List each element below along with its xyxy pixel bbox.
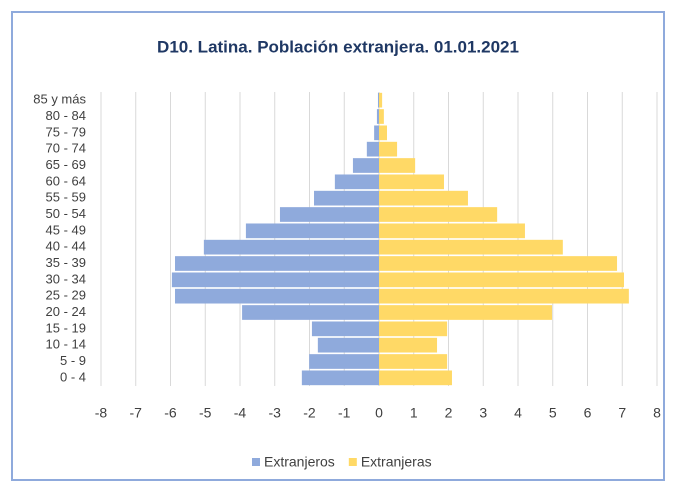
x-tick-label: -1: [338, 405, 351, 421]
y-tick-label: 30 - 34: [46, 271, 86, 286]
bar: [379, 272, 624, 288]
y-tick-label: 75 - 79: [46, 124, 86, 139]
x-tick-label: 8: [653, 405, 661, 421]
bar: [314, 190, 379, 206]
legend-label: Extranjeras: [361, 454, 432, 470]
bar: [175, 256, 379, 271]
y-tick-label: 45 - 49: [46, 222, 86, 237]
bar: [379, 158, 416, 173]
bar: [203, 239, 379, 255]
x-tick-label: 7: [618, 405, 626, 421]
bar: [379, 337, 438, 353]
x-tick-label: -2: [303, 405, 316, 421]
bar: [379, 321, 448, 337]
bar: [379, 207, 498, 222]
y-tick-label: 20 - 24: [46, 304, 86, 319]
bar: [379, 305, 553, 320]
y-tick-label: 80 - 84: [46, 108, 86, 123]
bar: [311, 321, 379, 337]
y-tick-label: 25 - 29: [46, 288, 86, 303]
bar: [175, 288, 379, 304]
y-tick-label: 15 - 19: [46, 320, 86, 335]
x-tick-label: -7: [130, 405, 143, 421]
y-tick-label: 70 - 74: [46, 141, 86, 156]
bar: [309, 354, 379, 369]
y-tick-label: 40 - 44: [46, 239, 86, 254]
x-tick-label: -3: [269, 405, 282, 421]
chart-title: D10. Latina. Población extranjera. 01.01…: [157, 37, 519, 56]
y-tick-label: 50 - 54: [46, 206, 86, 221]
legend-swatch: [348, 458, 357, 466]
x-tick-label: 4: [514, 405, 522, 421]
bar: [245, 223, 379, 239]
y-tick-label: 35 - 39: [46, 255, 86, 270]
x-tick-label: 5: [549, 405, 557, 421]
bar: [379, 190, 468, 206]
bar: [379, 174, 444, 190]
bar: [242, 305, 379, 320]
bar: [366, 141, 379, 157]
legend-swatch: [252, 458, 260, 466]
x-tick-label: -8: [95, 405, 108, 421]
y-tick-label: 0 - 4: [60, 369, 86, 384]
bar: [379, 92, 383, 108]
x-tick-label: 1: [410, 405, 418, 421]
bar: [334, 174, 379, 190]
y-tick-label: 85 y más: [33, 92, 86, 107]
x-tick-label: 6: [584, 405, 592, 421]
x-tick-label: 3: [479, 405, 487, 421]
bar: [379, 370, 452, 386]
bar: [301, 370, 379, 386]
legend-label: Extranjeros: [264, 454, 335, 470]
bar: [379, 239, 563, 255]
bar: [379, 288, 629, 304]
bar: [379, 354, 448, 369]
x-tick-label: -4: [234, 405, 247, 421]
bar: [379, 125, 387, 141]
y-tick-label: 5 - 9: [60, 353, 86, 368]
bar: [376, 109, 379, 124]
x-tick-label: 2: [445, 405, 453, 421]
bar: [379, 223, 525, 239]
bar: [279, 207, 379, 222]
bar: [374, 125, 379, 141]
bar: [377, 92, 379, 108]
x-tick-label: -5: [199, 405, 212, 421]
y-tick-label: 10 - 14: [46, 337, 86, 352]
bar: [352, 158, 379, 173]
y-tick-label: 65 - 69: [46, 157, 86, 172]
y-tick-label: 60 - 64: [46, 173, 86, 188]
x-tick-label: -6: [164, 405, 177, 421]
bar: [379, 109, 384, 124]
bar: [171, 272, 379, 288]
bar: [379, 256, 618, 271]
x-tick-label: 0: [375, 405, 383, 421]
bar: [317, 337, 379, 353]
bar: [379, 141, 398, 157]
y-tick-label: 55 - 59: [46, 190, 86, 205]
